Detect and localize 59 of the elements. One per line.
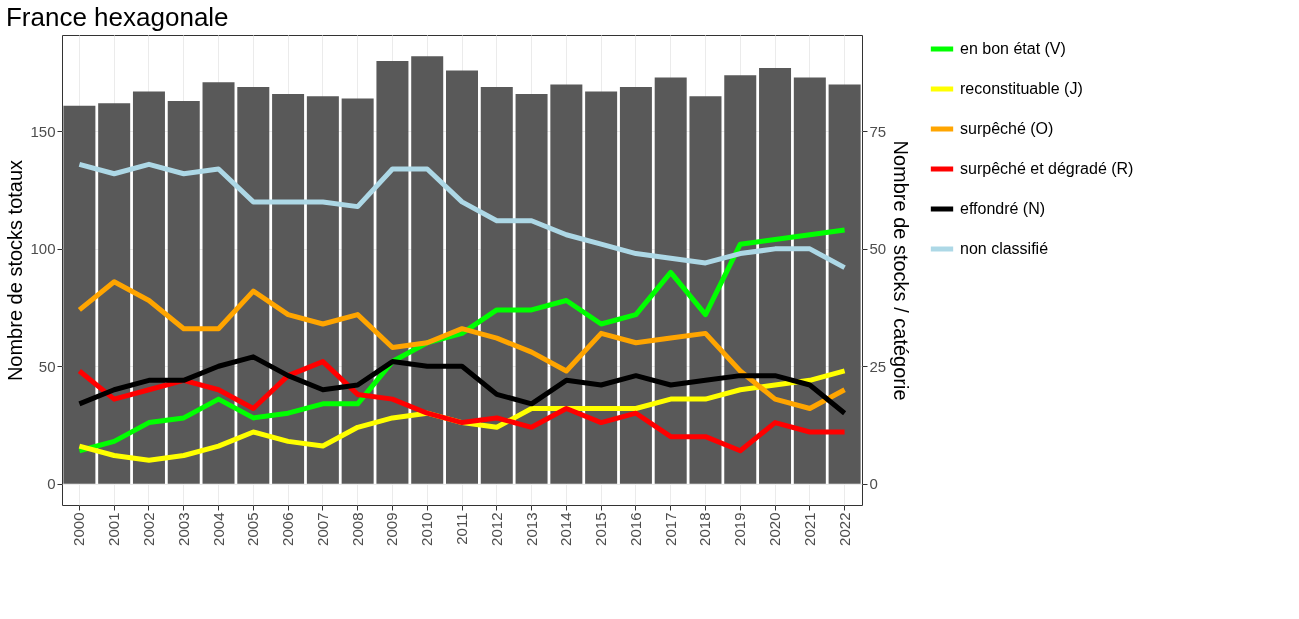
bar (306, 96, 339, 484)
x-tick-label: 2009 (383, 512, 401, 546)
y-tick-label: 50 (38, 357, 56, 375)
bar (619, 86, 652, 484)
bar (167, 100, 200, 484)
bar (98, 103, 131, 484)
x-tick-label: 2003 (174, 512, 192, 546)
x-tick-label: 2008 (348, 512, 366, 546)
y2-tick-label: 75 (869, 122, 887, 140)
x-tick-label: 2021 (800, 512, 818, 546)
bar (411, 56, 444, 484)
x-tick-label: 2016 (626, 512, 644, 546)
x-tick-label: 2022 (835, 512, 853, 546)
y2-tick-label: 50 (869, 240, 887, 258)
x-tick-label: 2015 (592, 512, 610, 546)
y-tick-label: 150 (30, 122, 56, 140)
y-axis-title: Nombre de stocks totaux (4, 159, 27, 382)
bar (202, 82, 235, 484)
x-tick-label: 2019 (731, 512, 749, 546)
y-tick-label: 0 (47, 475, 56, 493)
legend-label: non classifié (960, 240, 1049, 257)
x-tick-label: 2014 (557, 512, 575, 546)
x-tick-label: 2011 (453, 512, 470, 545)
bar (550, 84, 583, 484)
bar (341, 98, 374, 484)
bar (828, 84, 861, 484)
bar (689, 96, 722, 484)
x-tick-label: 2004 (209, 512, 227, 546)
legend-label: effondré (N) (960, 200, 1046, 217)
x-tick-label: 2000 (70, 512, 88, 546)
y2-tick-label: 25 (869, 357, 887, 375)
x-tick-label: 2001 (105, 512, 123, 546)
y2-tick-label: 0 (869, 475, 878, 493)
bar (237, 86, 270, 484)
x-tick-label: 2017 (661, 512, 679, 546)
legend-label: reconstituable (J) (960, 80, 1083, 97)
x-tick-label: 2020 (766, 512, 784, 546)
legend-label: surpêché et dégradé (R) (960, 160, 1134, 177)
bar (480, 86, 513, 484)
bar (793, 77, 826, 484)
legend-label: en bon état (V) (960, 40, 1066, 57)
x-tick-label: 2018 (696, 512, 714, 546)
chart-title: France hexagonale (5, 2, 229, 32)
bar (272, 93, 305, 484)
x-tick-label: 2002 (139, 512, 157, 546)
bar (376, 61, 409, 484)
legend-label: surpêché (O) (960, 120, 1054, 137)
x-tick-label: 2013 (522, 512, 540, 546)
bar (63, 105, 96, 484)
x-tick-label: 2005 (244, 512, 262, 546)
y2-axis-title: Nombre de stocks / catégorie (890, 140, 913, 401)
x-tick-label: 2012 (487, 512, 505, 546)
bar (446, 70, 478, 484)
bar (515, 93, 548, 484)
y-tick-label: 100 (30, 240, 56, 258)
x-tick-label: 2006 (279, 512, 297, 546)
x-tick-label: 2007 (313, 512, 331, 546)
bar (654, 77, 687, 484)
x-tick-label: 2010 (418, 512, 436, 546)
